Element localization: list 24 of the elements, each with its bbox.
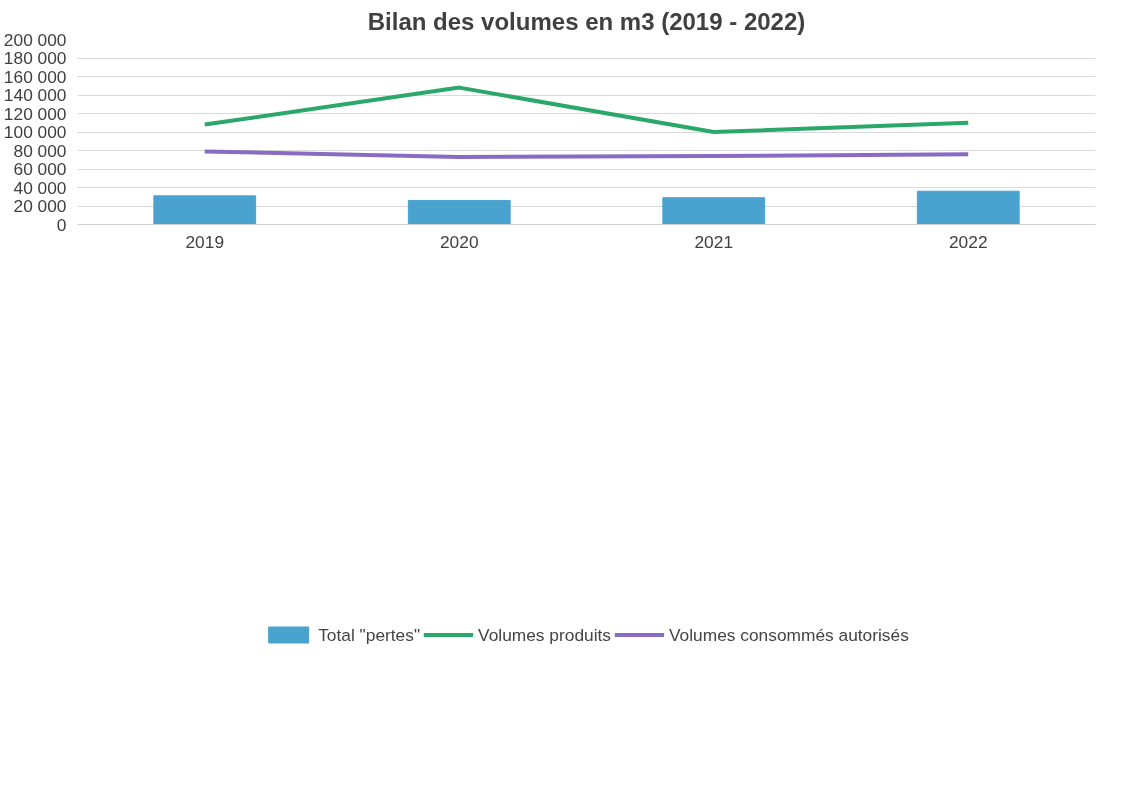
y-tick-label: 120 000 [3, 103, 67, 124]
legend-label: Volumes produits [478, 624, 612, 646]
legend-label: Total "pertes" [318, 624, 421, 646]
bar [662, 197, 766, 225]
y-tick-label: 140 000 [3, 85, 67, 105]
line-series [202, 85, 971, 134]
chart-title: Bilan des volumes en m3 (2019 - 2022) [367, 7, 806, 35]
y-tick-label: 100 000 [3, 122, 67, 142]
y-tick-label: 40 000 [13, 177, 67, 198]
y-tick-label: 180 000 [3, 48, 67, 68]
legend-label: Volumes consommés autorisés [669, 624, 909, 646]
x-tick-label: 2021 [694, 231, 734, 252]
y-tick-label: 160 000 [3, 66, 67, 87]
x-tick-label: 2019 [185, 231, 225, 252]
y-tick-label: 20 000 [13, 196, 67, 216]
y-tick-label: 80 000 [13, 140, 67, 161]
y-tick-label: 60 000 [13, 159, 67, 179]
x-tick-label: 2022 [948, 231, 988, 252]
bar [916, 190, 1020, 225]
bar [153, 195, 257, 225]
y-tick-label: 200 000 [3, 29, 67, 50]
bar [407, 199, 511, 225]
y-tick-label: 0 [56, 214, 67, 235]
x-tick-label: 2020 [439, 231, 479, 252]
